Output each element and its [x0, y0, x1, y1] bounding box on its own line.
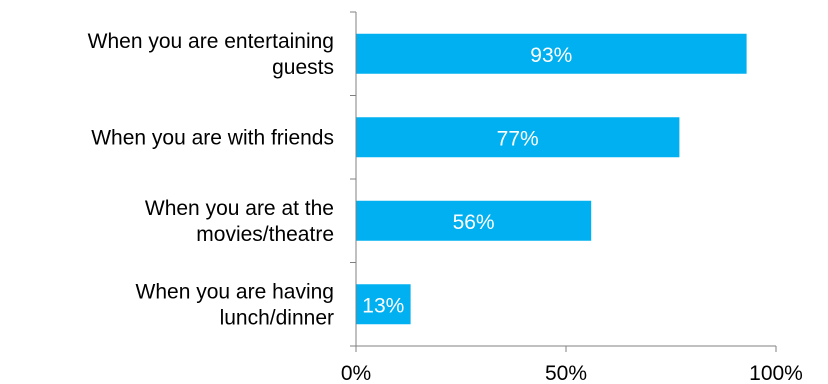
category-label-line: When you are entertaining [88, 30, 334, 53]
category-label: When you are with friends [91, 126, 334, 149]
x-tick-label: 50% [545, 362, 587, 384]
category-label-line: movies/theatre [196, 223, 334, 246]
bar [356, 200, 592, 241]
axes-group: 0% 50% 100% [341, 11, 803, 384]
category-label-line: When you are at the [145, 197, 334, 220]
category-label-line: When you are with friends [91, 126, 334, 149]
category-label-line: When you are having [136, 280, 334, 303]
category-label-line: lunch/dinner [220, 306, 334, 329]
category-label: When you are having lunch/dinner [136, 280, 334, 329]
bar [356, 117, 680, 158]
data-label: 93% [530, 44, 572, 67]
x-tick-label: 100% [749, 362, 803, 384]
bars-group [356, 33, 747, 325]
category-label: When you are entertaining guests [88, 30, 334, 79]
x-tick-label: 0% [341, 362, 371, 384]
bar [356, 33, 747, 74]
data-label: 56% [453, 211, 495, 234]
bar [356, 284, 411, 325]
data-label: 77% [497, 127, 539, 150]
data-label: 13% [362, 294, 404, 317]
category-label-line: guests [272, 56, 334, 79]
category-label: When you are at the movies/theatre [145, 197, 334, 246]
data-labels-group: 93% 77% 56% 13% [362, 44, 572, 318]
